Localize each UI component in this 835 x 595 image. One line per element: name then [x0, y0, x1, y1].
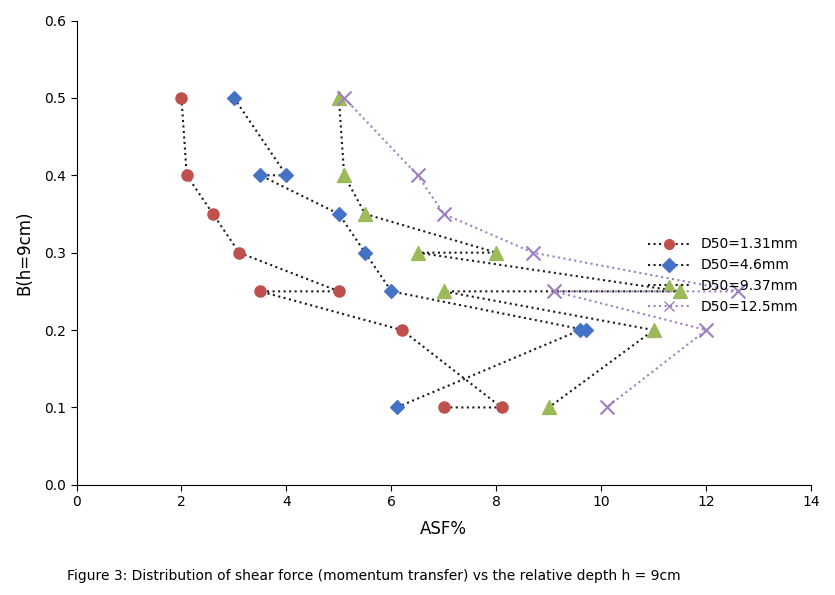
Point — [495, 403, 509, 412]
Point — [673, 287, 686, 296]
Legend: D50=1.31mm, D50=4.6mm, D50=9.37mm, D50=12.5mm: D50=1.31mm, D50=4.6mm, D50=9.37mm, D50=1… — [643, 232, 804, 320]
Point — [385, 287, 398, 296]
Point — [206, 209, 220, 219]
Point — [280, 171, 293, 180]
Point — [579, 325, 592, 335]
Point — [411, 171, 424, 180]
Point — [332, 287, 346, 296]
Point — [227, 93, 240, 103]
Point — [390, 403, 403, 412]
Point — [254, 171, 267, 180]
Point — [175, 93, 188, 103]
Point — [542, 403, 555, 412]
Point — [337, 171, 351, 180]
Point — [700, 325, 713, 335]
Point — [647, 325, 660, 335]
Text: Figure 3: Distribution of shear force (momentum transfer) vs the relative depth : Figure 3: Distribution of shear force (m… — [67, 569, 681, 583]
X-axis label: ASF%: ASF% — [420, 521, 468, 538]
Point — [411, 248, 424, 258]
Point — [438, 287, 451, 296]
Point — [526, 248, 539, 258]
Point — [232, 248, 245, 258]
Point — [574, 325, 587, 335]
Y-axis label: B(h=9cm): B(h=9cm) — [15, 211, 33, 295]
Point — [337, 93, 351, 103]
Point — [438, 209, 451, 219]
Point — [600, 403, 613, 412]
Point — [438, 403, 451, 412]
Point — [358, 209, 372, 219]
Point — [332, 93, 346, 103]
Point — [548, 287, 561, 296]
Point — [332, 209, 346, 219]
Point — [489, 248, 503, 258]
Point — [254, 287, 267, 296]
Point — [731, 287, 744, 296]
Point — [395, 325, 408, 335]
Point — [358, 248, 372, 258]
Point — [180, 171, 194, 180]
